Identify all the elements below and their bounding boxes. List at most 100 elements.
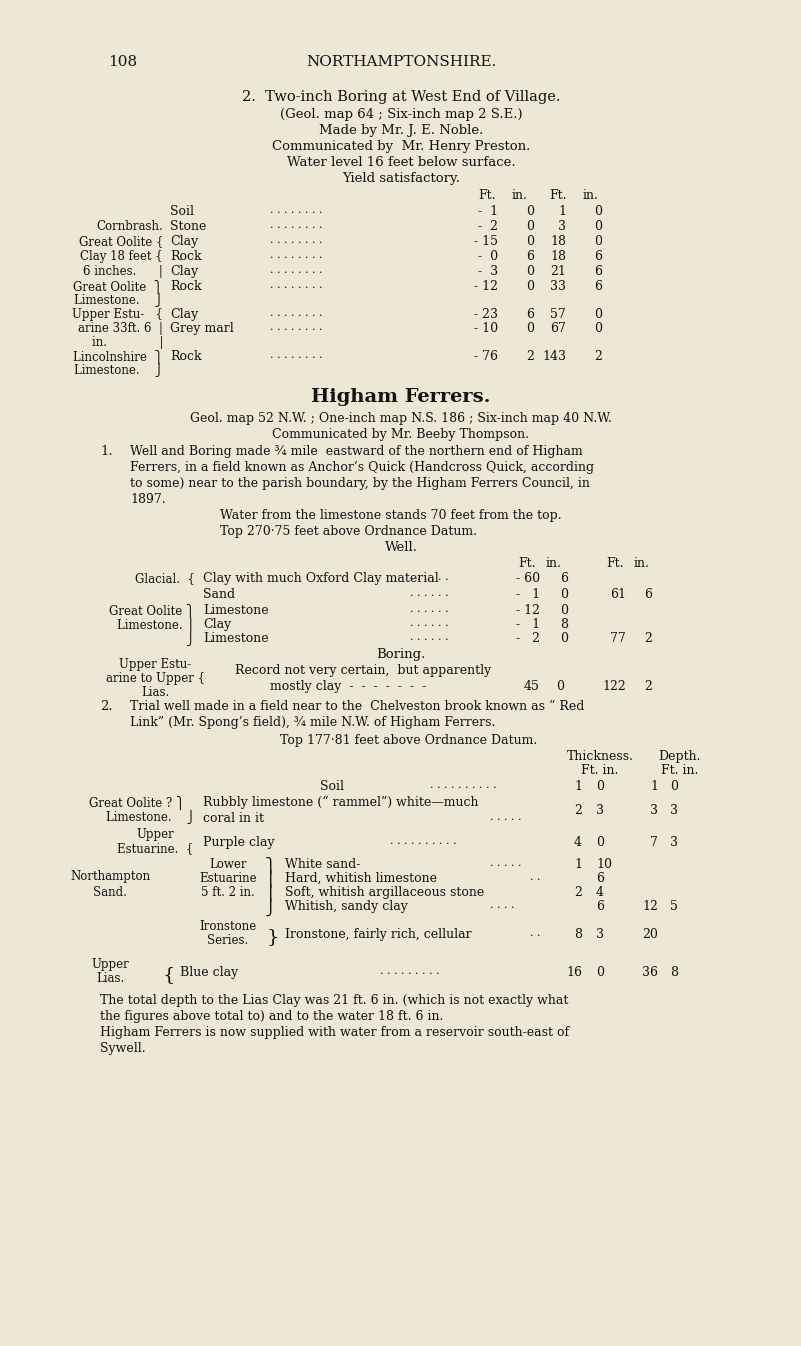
Text: . . . . . .: . . . . . . [410, 604, 449, 614]
Text: 0: 0 [526, 205, 534, 218]
Text: -  1: - 1 [478, 205, 498, 218]
Text: Estuarine: Estuarine [199, 872, 257, 886]
Text: Ft. in.: Ft. in. [662, 765, 698, 777]
Text: Soft, whitish argillaceous stone: Soft, whitish argillaceous stone [285, 886, 485, 899]
Text: Glacial.  {: Glacial. { [135, 572, 195, 586]
Text: 20: 20 [642, 927, 658, 941]
Text: - 10: - 10 [474, 322, 498, 335]
Text: 2: 2 [526, 350, 534, 363]
Text: Communicated by  Mr. Henry Preston.: Communicated by Mr. Henry Preston. [272, 140, 530, 153]
Text: Link” (Mr. Spong’s field), ¾ mile N.W. of Higham Ferrers.: Link” (Mr. Spong’s field), ¾ mile N.W. o… [130, 716, 495, 730]
Text: Rock: Rock [170, 350, 202, 363]
Text: 5: 5 [670, 900, 678, 913]
Text: . . . . . .: . . . . . . [410, 618, 449, 629]
Text: 6: 6 [594, 280, 602, 293]
Text: Well and Boring made ¾ mile  eastward of the northern end of Higham: Well and Boring made ¾ mile eastward of … [130, 446, 583, 458]
Text: in.              |: in. | [91, 336, 163, 349]
Text: 0: 0 [526, 219, 534, 233]
Text: 0: 0 [560, 604, 568, 616]
Text: 6: 6 [594, 250, 602, 262]
Text: Lincolnshire  ⎫: Lincolnshire ⎫ [73, 350, 163, 365]
Text: - 15: - 15 [474, 236, 498, 248]
Text: 6: 6 [526, 308, 534, 320]
Text: Ft.: Ft. [606, 557, 624, 569]
Text: 6: 6 [560, 572, 568, 586]
Text: Soil: Soil [170, 205, 194, 218]
Text: . . . . . . . . .: . . . . . . . . . [380, 966, 440, 976]
Text: The total depth to the Lias Clay was 21 ft. 6 in. (which is not exactly what: The total depth to the Lias Clay was 21 … [100, 993, 569, 1007]
Text: 1.: 1. [100, 446, 113, 458]
Text: Rubbly limestone (“ rammel”) white—much: Rubbly limestone (“ rammel”) white—much [203, 795, 478, 809]
Text: 6: 6 [596, 872, 604, 886]
Text: 0: 0 [560, 633, 568, 645]
Text: 1: 1 [558, 205, 566, 218]
Text: ⎫: ⎫ [265, 856, 276, 874]
Text: Sand: Sand [203, 588, 235, 602]
Text: -  0: - 0 [478, 250, 498, 262]
Text: Ironstone, fairly rich, cellular: Ironstone, fairly rich, cellular [285, 927, 472, 941]
Text: - 23: - 23 [474, 308, 498, 320]
Text: Ferrers, in a field known as Anchor’s Quick (Handcross Quick, according: Ferrers, in a field known as Anchor’s Qu… [130, 460, 594, 474]
Text: Blue clay: Blue clay [180, 966, 238, 979]
Text: 77: 77 [610, 633, 626, 645]
Text: Rock: Rock [170, 250, 202, 262]
Text: 6: 6 [596, 900, 604, 913]
Text: Depth.: Depth. [658, 750, 701, 763]
Text: Rock: Rock [170, 280, 202, 293]
Text: -   2: - 2 [516, 633, 540, 645]
Text: 5 ft. 2 in.: 5 ft. 2 in. [201, 886, 255, 899]
Text: 57: 57 [550, 308, 566, 320]
Text: Lias.: Lias. [141, 686, 169, 699]
Text: . . . . .: . . . . . [490, 857, 521, 868]
Text: mostly clay  -  -  -  -  -  -  -: mostly clay - - - - - - - [270, 680, 426, 693]
Text: Sand.: Sand. [93, 886, 127, 899]
Text: (Geol. map 64 ; Six-inch map 2 S.E.): (Geol. map 64 ; Six-inch map 2 S.E.) [280, 108, 522, 121]
Text: Whitish, sandy clay: Whitish, sandy clay [285, 900, 408, 913]
Text: -  3: - 3 [478, 265, 498, 279]
Text: Purple clay: Purple clay [203, 836, 275, 849]
Text: . . . . . . . .: . . . . . . . . [270, 219, 323, 230]
Text: 18: 18 [550, 236, 566, 248]
Text: 0: 0 [556, 680, 564, 693]
Text: ⎭: ⎭ [130, 633, 195, 646]
Text: 0: 0 [594, 205, 602, 218]
Text: -  2: - 2 [478, 219, 498, 233]
Text: 6 inches.      |: 6 inches. | [83, 265, 163, 279]
Text: 3: 3 [670, 804, 678, 817]
Text: 2: 2 [594, 350, 602, 363]
Text: 16: 16 [566, 966, 582, 979]
Text: arine to Upper {: arine to Upper { [106, 672, 204, 685]
Text: 2: 2 [644, 680, 652, 693]
Text: 36: 36 [642, 966, 658, 979]
Text: 0: 0 [594, 322, 602, 335]
Text: Boring.: Boring. [376, 647, 425, 661]
Text: Water level 16 feet below surface.: Water level 16 feet below surface. [287, 156, 515, 170]
Text: in.: in. [582, 188, 598, 202]
Text: 6: 6 [594, 265, 602, 279]
Text: . . . . . . . .: . . . . . . . . [270, 265, 323, 275]
Text: 8: 8 [574, 927, 582, 941]
Text: Lower: Lower [209, 857, 247, 871]
Text: Limestone: Limestone [203, 633, 268, 645]
Text: Water from the limestone stands 70 feet from the top.: Water from the limestone stands 70 feet … [220, 509, 562, 522]
Text: Great Oolite ? ⎫: Great Oolite ? ⎫ [89, 795, 185, 810]
Text: 1897.: 1897. [130, 493, 166, 506]
Text: Limestone. ⎪: Limestone. ⎪ [117, 618, 195, 633]
Text: 4: 4 [596, 886, 604, 899]
Text: 10: 10 [596, 857, 612, 871]
Text: - 76: - 76 [474, 350, 498, 363]
Text: . . . . . . . .: . . . . . . . . [270, 205, 323, 215]
Text: 0: 0 [594, 219, 602, 233]
Text: Great Oolite  ⎫: Great Oolite ⎫ [74, 280, 163, 295]
Text: Sywell.: Sywell. [100, 1042, 146, 1055]
Text: Ft.: Ft. [478, 188, 496, 202]
Text: 2: 2 [644, 633, 652, 645]
Text: Upper: Upper [91, 958, 129, 970]
Text: 3: 3 [670, 836, 678, 849]
Text: . . . . .: . . . . . [490, 812, 521, 822]
Text: 0: 0 [526, 280, 534, 293]
Text: Northampton: Northampton [70, 870, 150, 883]
Text: Series.: Series. [207, 934, 248, 948]
Text: . .: . . [530, 927, 541, 938]
Text: coral in it: coral in it [203, 812, 264, 825]
